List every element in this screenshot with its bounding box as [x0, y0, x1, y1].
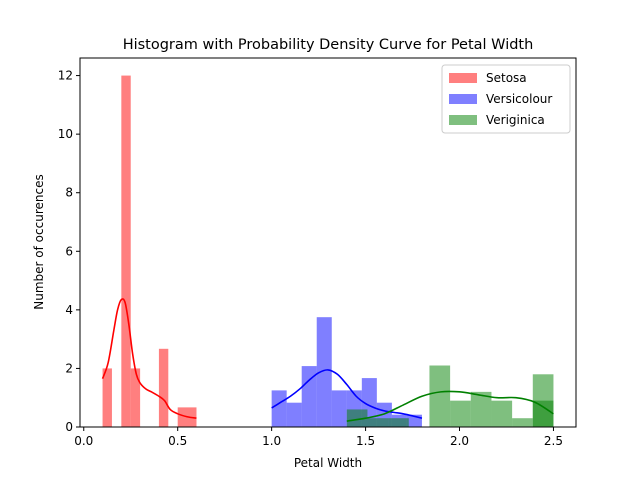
x-axis-label: Petal Width — [294, 456, 362, 470]
y-tick-label: 4 — [65, 303, 73, 317]
plot-area-frame — [79, 57, 577, 428]
bars-layer — [102, 75, 554, 427]
x-axis-ticks: 0.0 0.5 1.0 1.5 2.0 2.5 — [74, 427, 563, 448]
legend-swatch-versicolour — [449, 94, 477, 104]
x-tick-label: 0.5 — [168, 434, 187, 448]
y-tick-label: 12 — [58, 69, 73, 83]
legend-label-veriginica: Veriginica — [486, 113, 545, 127]
bar-setosa-3 — [158, 348, 169, 427]
y-tick-label: 6 — [65, 244, 73, 258]
x-tick-label: 1.0 — [262, 434, 281, 448]
y-tick-label: 2 — [65, 361, 73, 375]
x-tick-label: 1.5 — [356, 434, 375, 448]
bar-veriginica-5 — [450, 400, 471, 427]
density-curve-setosa — [101, 298, 197, 420]
bar-veriginica-10 — [532, 400, 554, 427]
legend: Setosa Versicolour Veriginica — [441, 64, 571, 134]
y-tick-label: 8 — [65, 186, 73, 200]
bar-veriginica-1 — [367, 418, 389, 427]
bar-versicolour-1 — [286, 402, 302, 427]
legend-swatch-setosa — [449, 73, 477, 83]
density-curve-veriginica — [346, 390, 554, 422]
y-tick-label: 10 — [58, 127, 73, 141]
x-tick-label: 2.0 — [450, 434, 469, 448]
bar-veriginica-6 — [470, 391, 492, 427]
bar-veriginica-7 — [491, 400, 513, 427]
chart-title: Histogram with Probability Density Curve… — [123, 37, 534, 53]
bar-veriginica-0 — [346, 409, 368, 427]
bar-versicolour-3 — [316, 317, 332, 427]
legend-label-versicolour: Versicolour — [486, 92, 552, 106]
density-curves-layer — [101, 298, 554, 422]
density-curve-versicolour — [271, 369, 423, 419]
y-tick-label: 0 — [65, 420, 73, 434]
bar-versicolour-2 — [301, 366, 317, 427]
legend-swatch-veriginica — [449, 115, 477, 125]
bar-setosa-0 — [102, 368, 112, 427]
x-tick-label: 0.0 — [74, 434, 93, 448]
bar-setosa-2 — [130, 368, 141, 427]
y-axis-ticks: 0 2 4 6 8 10 12 — [58, 69, 80, 434]
bar-setosa-1 — [121, 75, 131, 427]
legend-label-setosa: Setosa — [486, 71, 527, 85]
bar-versicolour-0 — [271, 390, 287, 427]
bar-versicolour-4 — [331, 390, 347, 427]
y-axis-label: Number of occurences — [32, 174, 46, 309]
x-tick-label: 2.5 — [544, 434, 563, 448]
bar-veriginica-2 — [388, 418, 409, 427]
bar-veriginica-4 — [429, 365, 451, 427]
bar-veriginica-8 — [512, 418, 533, 427]
